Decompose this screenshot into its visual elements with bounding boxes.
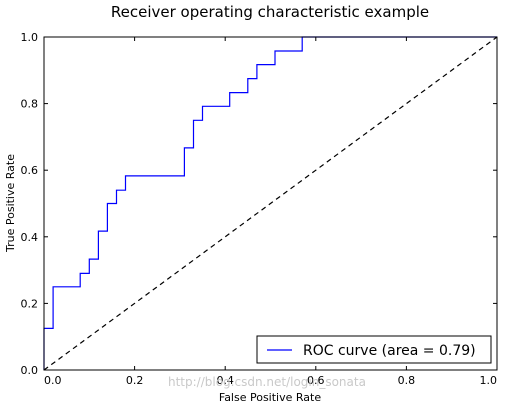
y-tick-label: 0.8 [21, 98, 39, 111]
x-tick-label: 0.0 [44, 374, 62, 387]
legend-label-roc: ROC curve (area = 0.79) [303, 343, 476, 359]
series-layer [43, 36, 498, 371]
chance-diagonal-line [43, 36, 498, 371]
x-axis-label: False Positive Rate [219, 391, 321, 404]
y-tick-label: 0.6 [21, 164, 39, 177]
y-axis-label: True Positive Rate [4, 154, 17, 253]
watermark-text: http://blog.csdn.net/login_sonata [168, 375, 366, 389]
legend: ROC curve (area = 0.79) [256, 335, 492, 364]
legend-box [256, 335, 492, 364]
y-tick-label: 0.0 [21, 364, 39, 377]
y-tick-label: 0.2 [21, 297, 39, 310]
x-tick-label: 0.2 [126, 374, 144, 387]
x-tick-label: 1.0 [480, 374, 498, 387]
x-tick-label: 0.6 [307, 374, 325, 387]
x-tick-label: 0.4 [216, 374, 234, 387]
y-tick-label: 0.4 [21, 231, 39, 244]
plot-frame [43, 36, 498, 371]
y-tick-label: 1.0 [21, 31, 39, 44]
roc-curve-line [43, 36, 497, 370]
x-tick-label: 0.8 [398, 374, 416, 387]
chart-title: Receiver operating characteristic exampl… [111, 3, 429, 21]
tick-layer: 0.0 0.2 0.4 0.6 0.8 1.0 0.0 0.2 0.4 0.6 0.8 1.0 [21, 31, 498, 387]
